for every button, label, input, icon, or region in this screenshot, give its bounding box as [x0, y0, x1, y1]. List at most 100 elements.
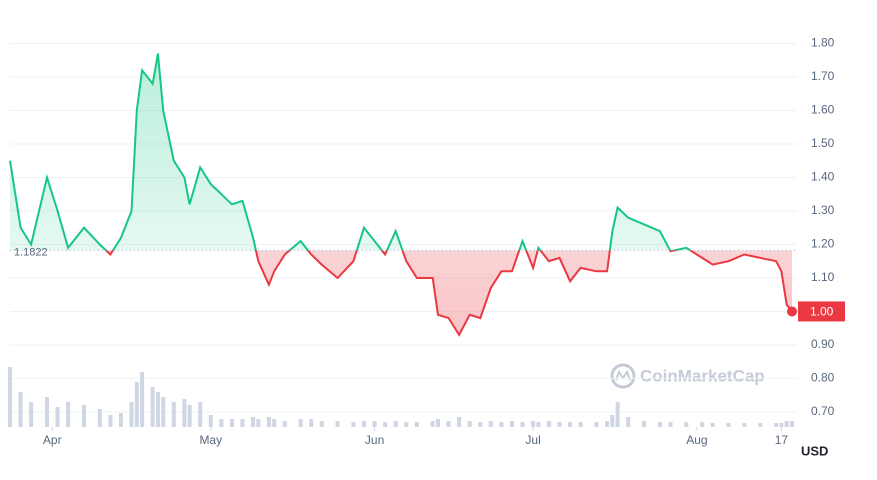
volume-bar [161, 397, 166, 427]
volume-bar [372, 421, 377, 427]
volume-bar [140, 372, 145, 427]
volume-bar [219, 419, 224, 427]
volume-bar [499, 422, 504, 427]
volume-bar [282, 421, 287, 427]
volume-bar [240, 419, 245, 427]
x-tick-label: 17 [775, 433, 789, 447]
area-down [10, 250, 792, 335]
volume-bar [668, 422, 673, 427]
volume-bar [779, 423, 784, 427]
y-tick-label: 0.90 [811, 337, 835, 351]
x-tick-label: Jul [525, 433, 540, 447]
volume-bar [309, 419, 314, 427]
volume-bar [430, 421, 435, 427]
volume-bar [520, 422, 525, 427]
watermark-text: CoinMarketCap [640, 366, 765, 385]
volume-bar [710, 423, 715, 427]
volume-bar [478, 422, 483, 427]
volume-bar [97, 409, 102, 427]
y-tick-label: 1.20 [811, 237, 835, 251]
volume-bar [568, 422, 573, 427]
volume-bar [150, 387, 155, 427]
y-tick-label: 1.10 [811, 270, 835, 284]
area-up [10, 53, 691, 251]
volume-bar [18, 392, 23, 427]
volume-bar [557, 422, 562, 427]
volume-bar [29, 402, 34, 427]
y-tick-label: 1.30 [811, 203, 835, 217]
volume-bar [700, 422, 705, 427]
volume-bar [129, 402, 134, 427]
volume-bar [171, 402, 176, 427]
volume-bar [726, 423, 731, 427]
volume-bar [546, 421, 551, 427]
volume-bar [182, 399, 187, 427]
x-tick-label: Aug [686, 433, 707, 447]
volume-bar [55, 407, 60, 427]
volume-bar [446, 421, 451, 427]
volume-bar [404, 422, 409, 427]
volume-bar [467, 421, 472, 427]
volume-bar [457, 417, 462, 427]
volume-bar [393, 421, 398, 427]
current-price-label: 1.00 [810, 305, 834, 319]
volume-bar [44, 397, 49, 427]
current-dot [787, 306, 797, 317]
y-tick-label: 0.70 [811, 404, 835, 418]
volume-bar [66, 402, 71, 427]
volume-bar [272, 419, 277, 427]
y-tick-label: 1.80 [811, 36, 835, 50]
volume-bar [118, 413, 123, 427]
volume-bar [256, 419, 261, 427]
volume-bar [266, 417, 271, 427]
watermark: CoinMarketCap [610, 363, 765, 389]
volume-bar [383, 422, 388, 427]
volume-bar [784, 421, 789, 427]
volume-bar [414, 422, 419, 427]
price-line-up [9, 53, 693, 251]
volume-bar [335, 421, 340, 427]
y-tick-label: 0.80 [811, 371, 835, 385]
volume-bar [488, 421, 493, 427]
x-tick-label: May [199, 433, 222, 447]
volume-bar [684, 422, 689, 427]
y-tick-label: 1.40 [811, 170, 835, 184]
volume-bar [208, 415, 213, 427]
volume-bar [155, 392, 160, 427]
volume-bar [229, 419, 234, 427]
volume-bar [362, 421, 367, 427]
volume-bar [8, 367, 12, 427]
baseline-label: 1.1822 [14, 246, 48, 258]
y-tick-label: 1.60 [811, 103, 835, 117]
volume-bar [774, 423, 779, 427]
unit-label: USD [801, 443, 828, 458]
volume-bar [351, 422, 356, 427]
volume-bar [198, 402, 203, 427]
volume-bar [134, 382, 139, 427]
y-tick-label: 1.50 [811, 136, 835, 150]
volume-bar [742, 423, 747, 427]
volume-bar [790, 421, 794, 427]
volume-bar [626, 417, 631, 427]
volume-bar [615, 402, 620, 427]
volume-bar [251, 417, 256, 427]
volume-bar [531, 421, 536, 427]
y-tick-label: 1.70 [811, 69, 835, 83]
volume-bar [319, 421, 324, 427]
current-price-box [798, 301, 845, 322]
volume-bar [758, 423, 763, 427]
volume-bar [187, 405, 192, 427]
x-tick-label: Apr [43, 433, 62, 447]
volume-bar [642, 421, 647, 427]
volume-bar [610, 415, 615, 427]
volume-bar [605, 421, 610, 427]
volume-bar [435, 419, 440, 427]
x-tick-label: Jun [365, 433, 384, 447]
volume-bar [657, 422, 662, 427]
volume-bar [509, 421, 514, 427]
volume-bar [108, 415, 113, 427]
price-line-down [104, 250, 793, 337]
volume-bar [81, 405, 86, 427]
volume-bar [578, 422, 583, 427]
